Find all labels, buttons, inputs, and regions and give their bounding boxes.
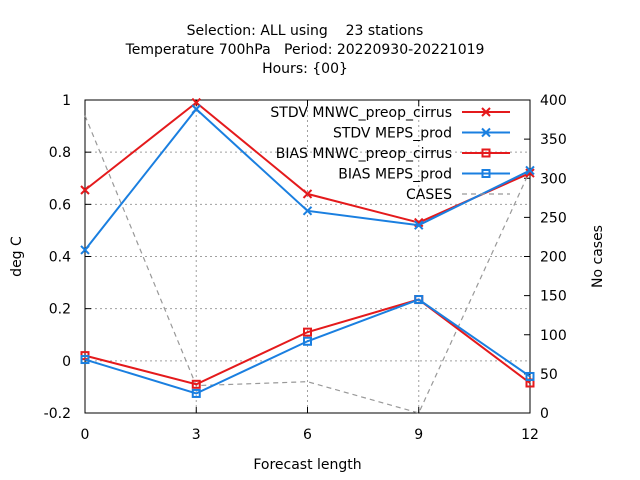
- y2-tick-label: 350: [540, 132, 567, 148]
- y-axis-label: deg C: [9, 236, 25, 277]
- data-point: [525, 168, 535, 178]
- y2-tick-label: 300: [540, 171, 567, 187]
- data-point: [191, 379, 201, 389]
- y-tick-label: 0.4: [49, 250, 71, 266]
- series-4: [84, 115, 531, 414]
- marker-stroke: [80, 185, 90, 195]
- marker-stroke: [525, 165, 535, 176]
- series-line: [84, 115, 531, 414]
- data-point: [525, 371, 535, 381]
- legend-label: CASES: [406, 187, 452, 203]
- y-tick-label: 0.6: [49, 197, 71, 213]
- data-point: [80, 355, 90, 365]
- y-tick-label: 0.8: [49, 145, 71, 161]
- legend-label: STDV MNWC_preop_cirrus: [270, 105, 452, 121]
- marker-stroke: [302, 189, 313, 199]
- chart-title-line: Temperature 700hPa Period: 20220930-2022…: [125, 42, 485, 58]
- chart-title-line: Hours: {00}: [262, 61, 348, 77]
- x-tick-label: 12: [521, 427, 539, 443]
- x-tick-label: 0: [81, 427, 90, 443]
- chart-title: Selection: ALL using 23 stations Temperat…: [125, 23, 485, 77]
- y2-axis-label: No cases: [590, 225, 606, 288]
- data-point: [302, 206, 313, 216]
- y-tick-label: 0: [62, 354, 71, 370]
- x-tick-label: 3: [192, 427, 201, 443]
- x-axis: 0 3 6 9 12: [81, 100, 539, 443]
- y2-tick-label: 50: [540, 367, 558, 383]
- data-point: [80, 245, 90, 255]
- data-point: [191, 388, 201, 398]
- data-point: [302, 189, 313, 199]
- y-axis: -0.2 0 0.2 0.4 0.6 0.8 1: [44, 93, 91, 422]
- y-tick-label: 1: [62, 93, 71, 109]
- y-tick-label: 0.2: [49, 302, 71, 318]
- data-point: [80, 185, 90, 195]
- marker-stroke: [80, 245, 90, 255]
- data-point: [191, 104, 201, 114]
- marker-stroke: [481, 127, 491, 138]
- legend-label: BIAS MEPS_prod: [338, 167, 452, 183]
- legend: STDV MNWC_preop_cirrus STDV MEPS_prod BIAS…: [270, 105, 510, 203]
- data-point: [303, 327, 312, 337]
- legend-marker: [481, 107, 491, 117]
- chart-title-line: Selection: ALL using 23 stations: [187, 23, 424, 39]
- x-tick-label: 9: [414, 427, 423, 443]
- data-point: [414, 220, 424, 230]
- x-axis-label: Forecast length: [253, 457, 361, 473]
- y2-tick-label: 400: [540, 93, 567, 109]
- data-point: [525, 165, 535, 176]
- grid: [85, 100, 530, 413]
- series-line: [84, 298, 531, 395]
- legend-label: BIAS MNWC_preop_cirrus: [276, 146, 452, 162]
- y2-tick-label: 200: [540, 250, 567, 266]
- data-point: [303, 336, 312, 346]
- marker-stroke: [525, 168, 535, 178]
- legend-label: STDV MEPS_prod: [333, 126, 452, 142]
- series-3: [80, 295, 535, 398]
- y2-tick-label: 150: [540, 289, 567, 305]
- y-tick-label: -0.2: [44, 406, 71, 422]
- data-point: [414, 295, 424, 305]
- legend-marker: [481, 169, 491, 178]
- y2-axis: 0 50 100 150 200 250 300 350 400: [524, 93, 567, 422]
- y2-tick-label: 250: [540, 210, 567, 226]
- marker-stroke: [191, 104, 201, 114]
- series-line: [84, 298, 531, 386]
- legend-marker: [481, 148, 491, 158]
- series-layer: [80, 97, 535, 414]
- series-1: [80, 104, 535, 255]
- marker-stroke: [302, 206, 313, 216]
- x-tick-label: 6: [303, 427, 312, 443]
- marker-stroke: [481, 107, 491, 117]
- legend-marker: [481, 127, 491, 138]
- y2-tick-label: 100: [540, 328, 567, 344]
- marker-stroke: [414, 220, 424, 230]
- y2-tick-label: 0: [540, 406, 549, 422]
